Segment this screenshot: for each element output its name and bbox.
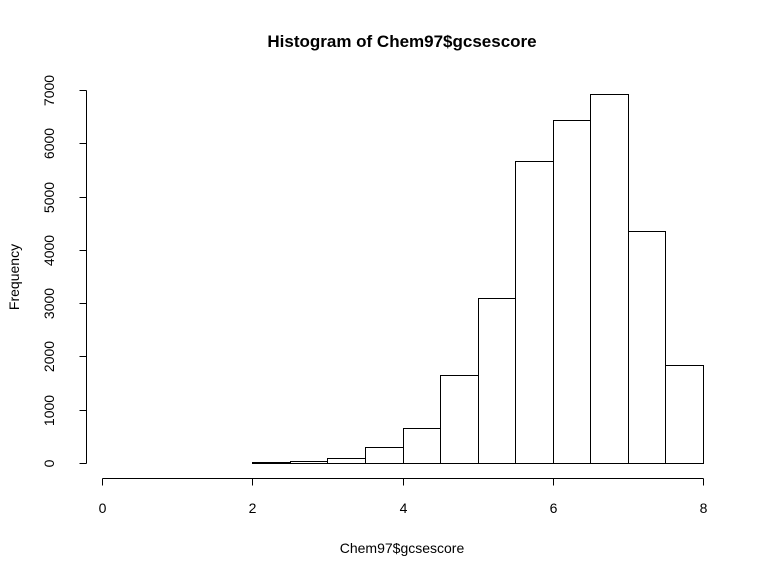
y-tick-label: 7000: [41, 75, 57, 106]
y-tick-label: 4000: [41, 235, 57, 266]
y-axis-label: Frequency: [6, 244, 22, 310]
histogram-bar: [628, 231, 666, 464]
x-tick-label: 0: [99, 500, 107, 516]
histogram-bar: [290, 461, 328, 464]
histogram-bar: [327, 458, 366, 464]
histogram-bar: [590, 94, 629, 464]
histogram-bar: [403, 428, 441, 464]
x-tick-label: 6: [550, 500, 558, 516]
x-tick-label: 4: [400, 500, 408, 516]
histogram-bar: [252, 462, 291, 464]
x-axis-label: Chem97$gcsescore: [340, 540, 465, 556]
histogram-bar: [440, 375, 479, 464]
histogram-bar: [515, 161, 554, 464]
chart-title: Histogram of Chem97$gcsescore: [267, 32, 536, 51]
bars-group: [252, 94, 704, 464]
y-axis: 0 1000 2000 3000 4000 5000 6000 7000: [41, 75, 87, 467]
x-axis: 0 2 4 6 8: [99, 478, 708, 516]
y-tick-label: 2000: [41, 341, 57, 372]
y-tick-label: 0: [41, 459, 57, 467]
y-tick-label: 3000: [41, 288, 57, 319]
histogram-bar: [478, 298, 516, 464]
y-tick-label: 1000: [41, 395, 57, 426]
x-tick-label: 8: [700, 500, 708, 516]
y-tick-label: 5000: [41, 182, 57, 213]
y-tick-label: 6000: [41, 128, 57, 159]
histogram-bar: [665, 365, 704, 464]
x-tick-label: 2: [249, 500, 257, 516]
histogram-bar: [553, 120, 591, 464]
histogram-bar: [365, 447, 404, 464]
